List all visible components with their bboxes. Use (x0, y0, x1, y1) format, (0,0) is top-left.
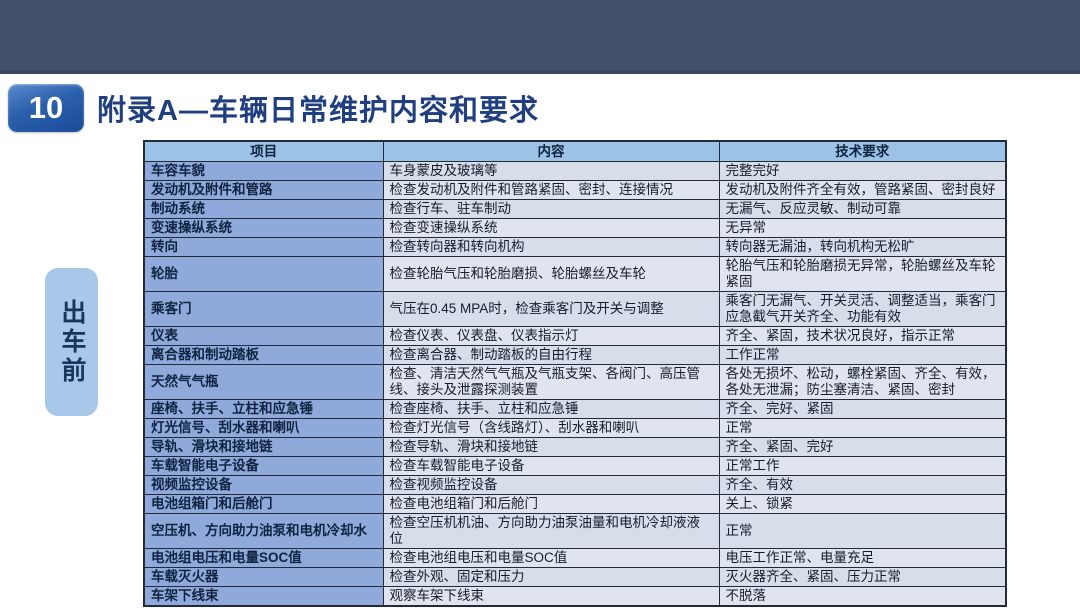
table-header-row: 项目 内容 技术要求 (143, 140, 1007, 162)
content-cell: 检查、清洁天然气气瓶及气瓶支架、各阀门、高压管线、接头及泄露探测装置 (382, 364, 720, 400)
content-cell: 检查变速操纵系统 (382, 218, 720, 238)
table-row: 空压机、方向助力油泵和电机冷却水 检查空压机机油、方向助力油泵油量和电机冷却液液… (143, 513, 1007, 549)
requirement-cell: 完整完好 (718, 161, 1007, 181)
content-cell: 观察车架下线束 (382, 586, 720, 607)
table-row: 电池组箱门和后舱门 检查电池组箱门和后舱门 关上、锁紧 (143, 494, 1007, 514)
requirement-cell: 齐全、完好、紧固 (718, 399, 1007, 419)
table-row: 轮胎 检查轮胎气压和轮胎磨损、轮胎螺丝及车轮 轮胎气压和轮胎磨损无异常，轮胎螺丝… (143, 256, 1007, 292)
requirement-cell: 正常工作 (718, 456, 1007, 476)
requirement-cell: 无漏气、反应灵敏、制动可靠 (718, 199, 1007, 219)
item-cell: 车载灭火器 (143, 567, 384, 587)
content-cell: 车身蒙皮及玻璃等 (382, 161, 720, 181)
item-cell: 车容车貌 (143, 161, 384, 181)
content-cell: 气压在0.45 MPA时，检查乘客门及开关与调整 (382, 291, 720, 327)
item-cell: 灯光信号、刮水器和喇叭 (143, 418, 384, 438)
requirement-cell: 灭火器齐全、紧固、压力正常 (718, 567, 1007, 587)
content-cell: 检查轮胎气压和轮胎磨损、轮胎螺丝及车轮 (382, 256, 720, 292)
table-row: 转向 检查转向器和转向机构 转向器无漏油，转向机构无松旷 (143, 237, 1007, 257)
content-cell: 检查发动机及附件和管路紧固、密封、连接情况 (382, 180, 720, 200)
table-row: 座椅、扶手、立柱和应急锤 检查座椅、扶手、立柱和应急锤 齐全、完好、紧固 (143, 399, 1007, 419)
content-cell: 检查离合器、制动踏板的自由行程 (382, 345, 720, 365)
requirement-cell: 工作正常 (718, 345, 1007, 365)
requirement-cell: 正常 (718, 418, 1007, 438)
table-row: 变速操纵系统 检查变速操纵系统 无异常 (143, 218, 1007, 238)
content-cell: 检查座椅、扶手、立柱和应急锤 (382, 399, 720, 419)
requirement-cell: 各处无损坏、松动，螺栓紧固、齐全、有效，各处无泄漏；防尘塞清洁、紧固、密封 (718, 364, 1007, 400)
content-cell: 检查外观、固定和压力 (382, 567, 720, 587)
title-area: 10 附录A—车辆日常维护内容和要求 (8, 84, 539, 132)
requirement-cell: 齐全、紧固，技术状况良好，指示正常 (718, 326, 1007, 346)
item-cell: 变速操纵系统 (143, 218, 384, 238)
requirement-cell: 齐全、紧固、完好 (718, 437, 1007, 457)
table-row: 制动系统 检查行车、驻车制动 无漏气、反应灵敏、制动可靠 (143, 199, 1007, 219)
item-cell: 电池组箱门和后舱门 (143, 494, 384, 514)
item-cell: 转向 (143, 237, 384, 257)
content-cell: 检查空压机机油、方向助力油泵油量和电机冷却液液位 (382, 513, 720, 549)
table-row: 乘客门 气压在0.45 MPA时，检查乘客门及开关与调整 乘客门无漏气、开关灵活… (143, 291, 1007, 327)
requirement-cell: 电压工作正常、电量充足 (718, 548, 1007, 568)
phase-label-text: 出车前 (58, 298, 86, 386)
column-header-item: 项目 (143, 140, 384, 162)
item-cell: 视频监控设备 (143, 475, 384, 495)
table-row: 离合器和制动踏板 检查离合器、制动踏板的自由行程 工作正常 (143, 345, 1007, 365)
item-cell: 制动系统 (143, 199, 384, 219)
item-cell: 车架下线束 (143, 586, 384, 607)
table-row: 视频监控设备 检查视频监控设备 齐全、有效 (143, 475, 1007, 495)
table-row: 电池组电压和电量SOC值 检查电池组电压和电量SOC值 电压工作正常、电量充足 (143, 548, 1007, 568)
content-cell: 检查车载智能电子设备 (382, 456, 720, 476)
content-cell: 检查导轨、滑块和接地链 (382, 437, 720, 457)
item-cell: 乘客门 (143, 291, 384, 327)
requirement-cell: 转向器无漏油，转向机构无松旷 (718, 237, 1007, 257)
column-header-content: 内容 (382, 140, 720, 162)
content-cell: 检查仪表、仪表盘、仪表指示灯 (382, 326, 720, 346)
item-cell: 空压机、方向助力油泵和电机冷却水 (143, 513, 384, 549)
content-cell: 检查电池组电压和电量SOC值 (382, 548, 720, 568)
maintenance-table-body: 车容车貌 车身蒙皮及玻璃等 完整完好 发动机及附件和管路 检查发动机及附件和管路… (143, 161, 1007, 607)
maintenance-table: 项目 内容 技术要求 车容车貌 车身蒙皮及玻璃等 完整完好 发动机及附件和管路 … (143, 140, 1007, 607)
requirement-cell: 发动机及附件齐全有效，管路紧固、密封良好 (718, 180, 1007, 200)
requirement-cell: 齐全、有效 (718, 475, 1007, 495)
column-header-requirement: 技术要求 (718, 140, 1007, 162)
requirement-cell: 乘客门无漏气、开关灵活、调整适当，乘客门应急截气开关齐全、功能有效 (718, 291, 1007, 327)
item-cell: 天然气气瓶 (143, 364, 384, 400)
item-cell: 发动机及附件和管路 (143, 180, 384, 200)
content-cell: 检查视频监控设备 (382, 475, 720, 495)
item-cell: 座椅、扶手、立柱和应急锤 (143, 399, 384, 419)
requirement-cell: 正常 (718, 513, 1007, 549)
table-row: 车载智能电子设备 检查车载智能电子设备 正常工作 (143, 456, 1007, 476)
item-cell: 离合器和制动踏板 (143, 345, 384, 365)
table-row: 发动机及附件和管路 检查发动机及附件和管路紧固、密封、连接情况 发动机及附件齐全… (143, 180, 1007, 200)
table-row: 灯光信号、刮水器和喇叭 检查灯光信号（含线路灯）、刮水器和喇叭 正常 (143, 418, 1007, 438)
content-cell: 检查电池组箱门和后舱门 (382, 494, 720, 514)
table-row: 车载灭火器 检查外观、固定和压力 灭火器齐全、紧固、压力正常 (143, 567, 1007, 587)
content-cell: 检查灯光信号（含线路灯）、刮水器和喇叭 (382, 418, 720, 438)
table-row: 导轨、滑块和接地链 检查导轨、滑块和接地链 齐全、紧固、完好 (143, 437, 1007, 457)
page-title: 附录A—车辆日常维护内容和要求 (97, 95, 539, 127)
phase-label-before-departure: 出车前 (45, 268, 98, 416)
item-cell: 电池组电压和电量SOC值 (143, 548, 384, 568)
item-cell: 轮胎 (143, 256, 384, 292)
table-row: 车架下线束 观察车架下线束 不脱落 (143, 586, 1007, 607)
item-cell: 仪表 (143, 326, 384, 346)
content-cell: 检查行车、驻车制动 (382, 199, 720, 219)
maintenance-table-wrap: 项目 内容 技术要求 车容车貌 车身蒙皮及玻璃等 完整完好 发动机及附件和管路 … (143, 140, 1007, 607)
slide-number-badge: 10 (8, 84, 84, 132)
requirement-cell: 轮胎气压和轮胎磨损无异常，轮胎螺丝及车轮紧固 (718, 256, 1007, 292)
requirement-cell: 关上、锁紧 (718, 494, 1007, 514)
item-cell: 导轨、滑块和接地链 (143, 437, 384, 457)
content-cell: 检查转向器和转向机构 (382, 237, 720, 257)
requirement-cell: 不脱落 (718, 586, 1007, 607)
requirement-cell: 无异常 (718, 218, 1007, 238)
table-row: 天然气气瓶 检查、清洁天然气气瓶及气瓶支架、各阀门、高压管线、接头及泄露探测装置… (143, 364, 1007, 400)
table-row: 仪表 检查仪表、仪表盘、仪表指示灯 齐全、紧固，技术状况良好，指示正常 (143, 326, 1007, 346)
item-cell: 车载智能电子设备 (143, 456, 384, 476)
table-row: 车容车貌 车身蒙皮及玻璃等 完整完好 (143, 161, 1007, 181)
top-banner (0, 0, 1080, 74)
